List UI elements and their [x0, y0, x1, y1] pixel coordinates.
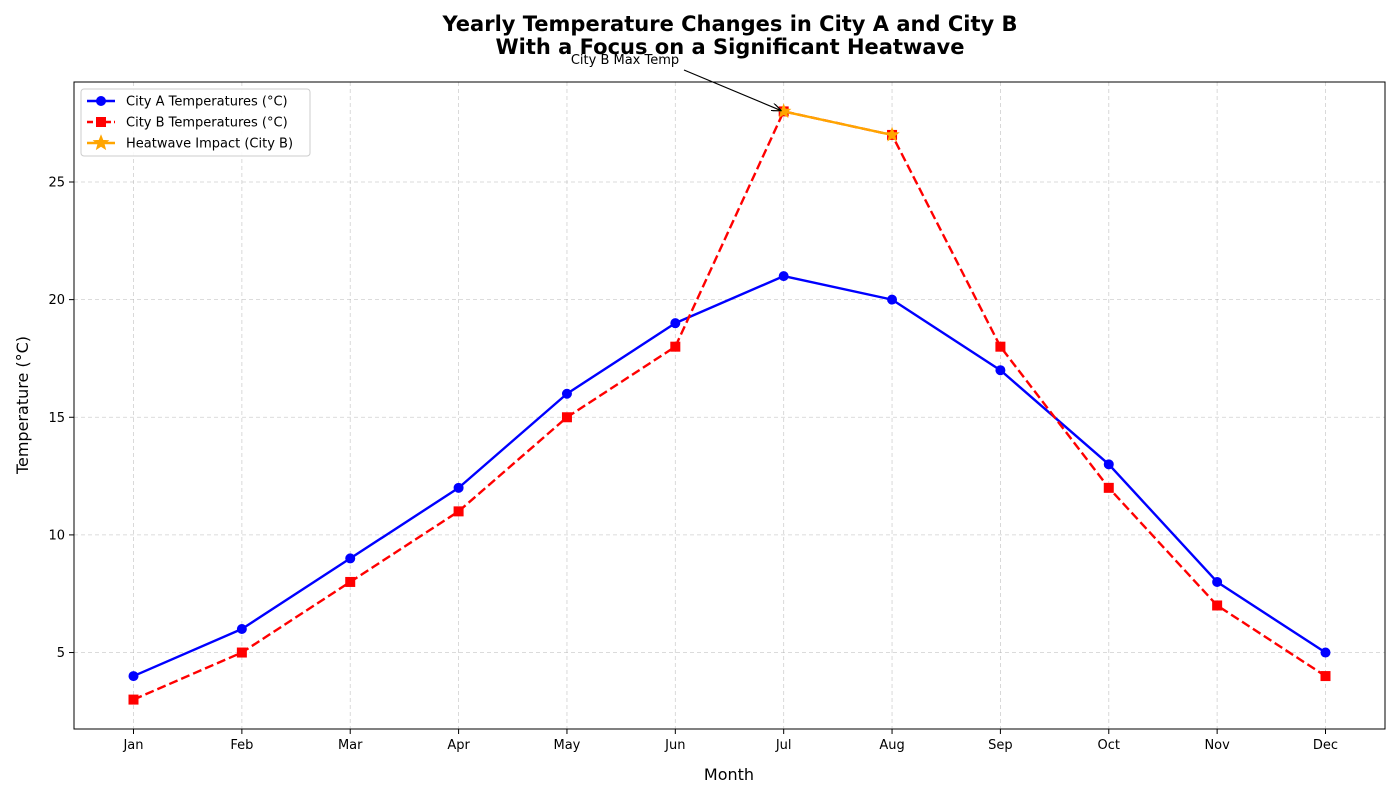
- plot-area: [128, 103, 1331, 705]
- y-axis: 5 10 15 20 25: [48, 175, 74, 661]
- data-point: [884, 126, 900, 142]
- legend-entry: Heatwave Impact (City B): [87, 134, 293, 152]
- x-tick-label: Jul: [775, 738, 792, 753]
- data-point: [670, 318, 681, 329]
- data-point: [1320, 671, 1331, 682]
- legend-entry: City B Temperatures (°C): [87, 116, 288, 131]
- data-point: [128, 694, 139, 705]
- data-point: [1103, 482, 1114, 493]
- data-point: [670, 341, 681, 352]
- y-tick-label: 5: [57, 646, 65, 661]
- data-point: [236, 624, 247, 635]
- x-tick-label: Jun: [664, 738, 685, 753]
- legend-label: Heatwave Impact (City B): [126, 137, 293, 152]
- series-1: [128, 271, 1331, 682]
- axes-frame: [73, 81, 1386, 730]
- legend-label: City B Temperatures (°C): [126, 116, 288, 131]
- x-tick-label: Sep: [988, 738, 1013, 753]
- x-tick-label: Feb: [230, 738, 253, 753]
- y-tick-label: 10: [48, 528, 65, 543]
- legend-marker: [96, 96, 106, 106]
- x-tick-label: Jan: [122, 738, 143, 753]
- legend-box: [80, 88, 311, 157]
- data-point: [236, 647, 247, 658]
- legend: City A Temperatures (°C) City B Temperatu…: [80, 88, 311, 157]
- data-point: [453, 506, 464, 517]
- legend-label: City A Temperatures (°C): [126, 95, 288, 110]
- y-tick-label: 20: [48, 293, 65, 308]
- y-axis-label: Temperature (°C): [13, 336, 32, 475]
- data-point: [1212, 600, 1223, 611]
- legend-marker: [92, 134, 110, 151]
- data-point: [128, 671, 139, 682]
- x-tick-label: Mar: [338, 738, 363, 753]
- x-tick-label: Nov: [1204, 738, 1230, 753]
- data-point: [778, 271, 789, 282]
- series-line: [133, 110, 1327, 701]
- x-axis-label: Month: [704, 765, 754, 784]
- legend-marker: [96, 117, 106, 127]
- data-point: [453, 482, 464, 493]
- y-tick-label: 25: [48, 175, 65, 190]
- data-point: [1320, 647, 1331, 658]
- x-axis: Jan Feb Mar Apr May Jun Jul Aug Sep Oct Nov Dec: [122, 729, 1338, 753]
- data-point: [561, 388, 572, 399]
- annotation: City B Max Temp: [571, 53, 781, 110]
- x-tick-label: May: [554, 738, 581, 753]
- data-point: [1103, 459, 1114, 470]
- data-point: [345, 576, 356, 587]
- x-tick-label: Aug: [879, 738, 904, 753]
- data-point: [345, 553, 356, 564]
- legend-entry: City A Temperatures (°C): [87, 95, 288, 110]
- series-line: [133, 274, 1327, 678]
- data-point: [887, 294, 898, 305]
- y-tick-label: 15: [48, 411, 65, 426]
- chart-title-line-1: Yearly Temperature Changes in City A and…: [442, 12, 1018, 36]
- grid: [74, 82, 1385, 729]
- x-tick-label: Apr: [447, 738, 470, 753]
- chart-title-line-2: With a Focus on a Significant Heatwave: [496, 35, 965, 59]
- annotation-label: City B Max Temp: [571, 53, 679, 68]
- data-point: [995, 341, 1006, 352]
- x-tick-label: Dec: [1313, 738, 1338, 753]
- annotation-arrow: [683, 69, 781, 110]
- data-point: [561, 412, 572, 423]
- x-tick-label: Oct: [1098, 738, 1120, 753]
- series-line: [783, 110, 893, 137]
- data-point: [995, 365, 1006, 376]
- data-point: [1212, 576, 1223, 587]
